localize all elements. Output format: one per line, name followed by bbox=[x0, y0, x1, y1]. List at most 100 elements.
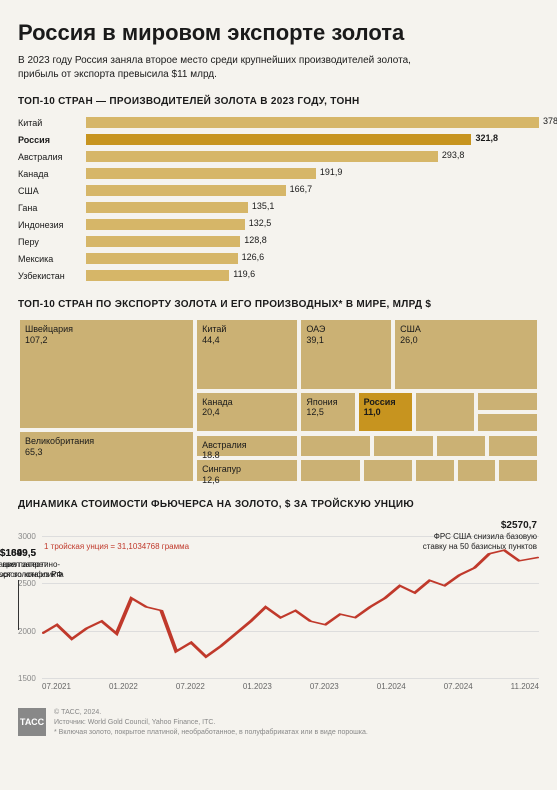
bar-row: США166,7 bbox=[18, 183, 539, 198]
treemap-cell bbox=[435, 434, 487, 459]
bar-track: 126,6 bbox=[86, 253, 539, 264]
bar-label: Узбекистан bbox=[18, 271, 86, 281]
treemap-cell-name: ОАЭ bbox=[306, 324, 386, 335]
price-line bbox=[42, 536, 539, 678]
tass-logo: ТАСС bbox=[18, 708, 46, 736]
bar-track: 128,8 bbox=[86, 236, 539, 247]
treemap-header: ТОП-10 СТРАН ПО ЭКСПОРТУ ЗОЛОТА И ЕГО ПР… bbox=[18, 299, 539, 310]
gridline: 1500 bbox=[42, 678, 539, 679]
bar-label: Россия bbox=[18, 135, 86, 145]
treemap-cell bbox=[372, 434, 435, 459]
treemap-cell-name: Сингапур bbox=[202, 464, 292, 475]
treemap-cell: США26,0 bbox=[393, 318, 539, 391]
annotation-marker bbox=[18, 580, 19, 630]
treemap-cell-name: Канада bbox=[202, 397, 292, 408]
annotation-price: $2570,7 bbox=[423, 520, 537, 532]
bar-row: Индонезия 132,5 bbox=[18, 217, 539, 232]
treemap-cell bbox=[299, 458, 362, 483]
line-chart-header: ДИНАМИКА СТОИМОСТИ ФЬЮЧЕРСА НА ЗОЛОТО, $… bbox=[18, 499, 539, 510]
treemap-cell-name: Швейцария bbox=[25, 324, 188, 335]
treemap-cell: Китай44,4 bbox=[195, 318, 299, 391]
treemap-cell-value: 11,0 bbox=[364, 407, 407, 418]
bar-row: Узбекистан119,6 bbox=[18, 268, 539, 283]
bar-label: Мексика bbox=[18, 254, 86, 264]
bar-label: Перу bbox=[18, 237, 86, 247]
treemap-cell-name: Австралия bbox=[202, 440, 292, 451]
bar-value: 293,8 bbox=[442, 150, 465, 160]
line-chart: 15002000250030001 тройская унция = 31,10… bbox=[18, 518, 539, 698]
treemap-cell-value: 20,4 bbox=[202, 407, 292, 418]
bar-track: 119,6 bbox=[86, 270, 539, 281]
annotation-text: ФРС США снизила базовую bbox=[423, 532, 537, 542]
treemap-cell-value: 12,5 bbox=[306, 407, 349, 418]
treemap-cell: Австралия18,8 bbox=[195, 434, 299, 459]
treemap-cell-value: 107,2 bbox=[25, 335, 188, 346]
treemap-cell-value: 12,6 bbox=[202, 475, 292, 486]
bar-label: США bbox=[18, 186, 86, 196]
treemap: Швейцария107,2Великобритания65,3Китай44,… bbox=[18, 318, 539, 483]
bar-chart-header: ТОП-10 СТРАН — ПРОИЗВОДИТЕЛЕЙ ЗОЛОТА В 2… bbox=[18, 96, 539, 107]
bar-value: 191,9 bbox=[320, 167, 343, 177]
treemap-cell: Сингапур12,6 bbox=[195, 458, 299, 483]
bar-label: Гана bbox=[18, 203, 86, 213]
bar-track: 132,5 bbox=[86, 219, 539, 230]
bar-row: Россия321,8 bbox=[18, 132, 539, 147]
footer-note: * Включая золото, покрытое платиной, нео… bbox=[54, 728, 368, 738]
bar-value: 128,8 bbox=[244, 235, 267, 245]
x-axis: 07.202101.202207.202201.202307.202301.20… bbox=[42, 682, 539, 694]
y-tick-label: 3000 bbox=[18, 532, 36, 541]
bar-value: 166,7 bbox=[290, 184, 313, 194]
x-tick-label: 07.2022 bbox=[176, 682, 205, 694]
annotation-text: израильского конфликта bbox=[0, 570, 64, 580]
footer-source: Источник: World Gold Council, Yahoo Fina… bbox=[54, 718, 368, 728]
treemap-cell bbox=[456, 458, 498, 483]
bar-label: Канада bbox=[18, 169, 86, 179]
footer-text: © ТАСС, 2024. Источник: World Gold Counc… bbox=[54, 708, 368, 737]
treemap-cell-name: Китай bbox=[202, 324, 292, 335]
y-tick-label: 2500 bbox=[18, 579, 36, 588]
bar-fill: 191,9 bbox=[86, 168, 316, 179]
bar-fill: 321,8 bbox=[86, 134, 471, 145]
bar-value: 321,8 bbox=[475, 133, 498, 143]
bar-row: Канада191,9 bbox=[18, 166, 539, 181]
treemap-cell-value: 39,1 bbox=[306, 335, 386, 346]
bar-label: Индонезия bbox=[18, 220, 86, 230]
bar-value: 132,5 bbox=[249, 218, 272, 228]
treemap-cell bbox=[414, 391, 477, 434]
x-tick-label: 07.2021 bbox=[42, 682, 71, 694]
bar-track: 135,1 bbox=[86, 202, 539, 213]
y-tick-label: 2000 bbox=[18, 627, 36, 636]
bar-value: 378,2 bbox=[543, 116, 557, 126]
treemap-cell-value: 44,4 bbox=[202, 335, 292, 346]
annotation-text: ставку на 50 базисных пунктов bbox=[423, 542, 537, 552]
treemap-cell bbox=[362, 458, 414, 483]
annotation-text: Эскалация палестино- bbox=[0, 560, 64, 570]
treemap-cell bbox=[476, 412, 539, 433]
footer-copyright: © ТАСС, 2024. bbox=[54, 708, 368, 718]
bar-value: 135,1 bbox=[252, 201, 275, 211]
bar-fill: 128,8 bbox=[86, 236, 240, 247]
x-tick-label: 07.2023 bbox=[310, 682, 339, 694]
x-tick-label: 01.2023 bbox=[243, 682, 272, 694]
chart-annotation: $1849,5Эскалация палестино-израильского … bbox=[0, 548, 64, 579]
treemap-cell-name: Япония bbox=[306, 397, 349, 408]
page-subtitle: В 2023 году Россия заняла второе место с… bbox=[18, 54, 418, 82]
footer: ТАСС © ТАСС, 2024. Источник: World Gold … bbox=[18, 708, 539, 737]
bar-fill: 135,1 bbox=[86, 202, 248, 213]
y-tick-label: 1500 bbox=[18, 674, 36, 683]
x-tick-label: 01.2024 bbox=[377, 682, 406, 694]
bar-fill: 293,8 bbox=[86, 151, 438, 162]
bar-track: 191,9 bbox=[86, 168, 539, 179]
treemap-cell: Великобритания65,3 bbox=[18, 430, 195, 483]
treemap-cell bbox=[299, 434, 372, 459]
bar-chart: Китай378,2Россия321,8Австралия293,8Канад… bbox=[18, 115, 539, 283]
bar-fill: 166,7 bbox=[86, 185, 286, 196]
treemap-cell bbox=[487, 434, 539, 459]
treemap-cell-value: 26,0 bbox=[400, 335, 532, 346]
treemap-cell: Япония12,5 bbox=[299, 391, 356, 434]
bar-track: 378,2 bbox=[86, 117, 539, 128]
treemap-cell: ОАЭ39,1 bbox=[299, 318, 393, 391]
bar-label: Китай bbox=[18, 118, 86, 128]
treemap-cell-name: США bbox=[400, 324, 532, 335]
x-tick-label: 07.2024 bbox=[444, 682, 473, 694]
